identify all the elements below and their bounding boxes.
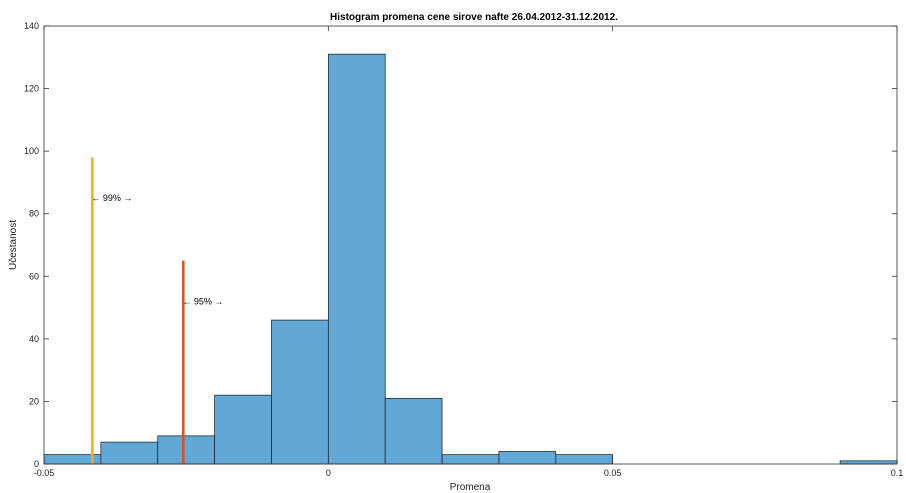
histogram-bar-7 [441, 454, 500, 465]
histogram-bar-8 [498, 451, 557, 465]
y-axis-label: Učestanost [8, 220, 19, 270]
histogram-bar-6 [384, 397, 443, 465]
y-tick-label-4: 80 [29, 209, 39, 219]
y-tick-label-5: 100 [24, 146, 39, 156]
histogram-bar-1 [100, 441, 159, 465]
histogram-bar-5 [327, 53, 386, 465]
histogram-bars [43, 53, 898, 465]
x-tick-label-0: -0.05 [34, 468, 55, 478]
x-axis-label: Promena [450, 482, 491, 493]
y-tick-label-3: 60 [29, 271, 39, 281]
x-tick-label-3: 0.1 [891, 468, 904, 478]
reference-lines: ← 99% → ← 95% → [91, 157, 223, 464]
x-tick-label-2: 0.05 [604, 468, 622, 478]
y-tick-label-6: 120 [24, 84, 39, 94]
plot-frame [43, 25, 898, 465]
histogram-bar-9 [555, 454, 614, 465]
y-tick-label-1: 20 [29, 396, 39, 406]
chart-title: Histogram promena cene sirove nafte 26.0… [330, 12, 618, 23]
histogram-bar-2 [157, 435, 215, 465]
histogram-bar-10 [839, 460, 898, 465]
histogram-bar-3 [214, 394, 272, 465]
y-tick-label-2: 40 [29, 334, 39, 344]
y-tick-label-0: 0 [34, 459, 39, 469]
reference-label-1: ← 95% → [182, 296, 223, 306]
histogram-bar-4 [271, 319, 329, 465]
reference-label-0: ← 99% → [91, 193, 132, 203]
x-tick-label-1: 0 [326, 468, 331, 478]
y-tick-label-7: 140 [24, 21, 39, 31]
